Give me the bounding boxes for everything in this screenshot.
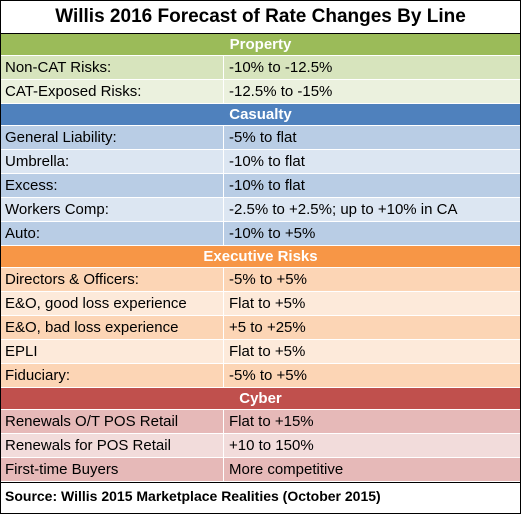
forecast-value: -12.5% to -15% bbox=[229, 83, 333, 100]
table-row: General Liability: -5% to flat bbox=[1, 126, 520, 150]
table-title: Willis 2016 Forecast of Rate Changes By … bbox=[1, 1, 520, 34]
line-label: CAT-Exposed Risks: bbox=[1, 80, 224, 103]
line-label: Excess: bbox=[1, 174, 224, 197]
forecast-value: More competitive bbox=[229, 461, 344, 478]
table-row: EPLI Flat to +5% bbox=[1, 340, 520, 364]
forecast-value: -5% to +5% bbox=[229, 367, 307, 384]
section-header-cyber: Cyber bbox=[1, 388, 520, 410]
line-label: E&O, bad loss experience bbox=[1, 316, 224, 339]
table-row: Umbrella: -10% to flat bbox=[1, 150, 520, 174]
forecast-value: -10% to -12.5% bbox=[229, 59, 333, 76]
line-label: Renewals O/T POS Retail bbox=[1, 410, 224, 433]
line-label: Auto: bbox=[1, 222, 224, 245]
line-label: Fiduciary: bbox=[1, 364, 224, 387]
section-header-executive-risks: Executive Risks bbox=[1, 246, 520, 268]
forecast-value: -5% to +5% bbox=[229, 271, 307, 288]
table-row: Renewals for POS Retail +10 to 150% bbox=[1, 434, 520, 458]
forecast-value: -2.5% to +2.5%; up to +10% in CA bbox=[229, 201, 458, 218]
table-row: Non-CAT Risks: -10% to -12.5% bbox=[1, 56, 520, 80]
line-label: E&O, good loss experience bbox=[1, 292, 224, 315]
table-row: Workers Comp: -2.5% to +2.5%; up to +10%… bbox=[1, 198, 520, 222]
table-row: Excess: -10% to flat bbox=[1, 174, 520, 198]
line-label: Directors & Officers: bbox=[1, 268, 224, 291]
forecast-value: Flat to +5% bbox=[229, 295, 306, 312]
table-row: Auto: -10% to +5% bbox=[1, 222, 520, 246]
table-row: First-time Buyers More competitive bbox=[1, 458, 520, 482]
forecast-value: Flat to +15% bbox=[229, 413, 314, 430]
table-row: Renewals O/T POS Retail Flat to +15% bbox=[1, 410, 520, 434]
line-label: Renewals for POS Retail bbox=[1, 434, 224, 457]
table-row: Fiduciary: -5% to +5% bbox=[1, 364, 520, 388]
section-header-property: Property bbox=[1, 34, 520, 56]
table-row: CAT-Exposed Risks: -12.5% to -15% bbox=[1, 80, 520, 104]
table-row: E&O, good loss experience Flat to +5% bbox=[1, 292, 520, 316]
line-label: First-time Buyers bbox=[1, 458, 224, 481]
forecast-value: +5 to +25% bbox=[229, 319, 306, 336]
line-label: Umbrella: bbox=[1, 150, 224, 173]
line-label: Non-CAT Risks: bbox=[1, 56, 224, 79]
forecast-value: +10 to 150% bbox=[229, 437, 314, 454]
forecast-value: -10% to flat bbox=[229, 177, 305, 194]
table-row: E&O, bad loss experience +5 to +25% bbox=[1, 316, 520, 340]
forecast-value: -10% to flat bbox=[229, 153, 305, 170]
forecast-value: -5% to flat bbox=[229, 129, 297, 146]
forecast-value: -10% to +5% bbox=[229, 225, 316, 242]
line-label: Workers Comp: bbox=[1, 198, 224, 221]
table-row: Directors & Officers: -5% to +5% bbox=[1, 268, 520, 292]
source-note: Source: Willis 2015 Marketplace Realitie… bbox=[1, 482, 520, 509]
line-label: General Liability: bbox=[1, 126, 224, 149]
forecast-value: Flat to +5% bbox=[229, 343, 306, 360]
section-header-casualty: Casualty bbox=[1, 104, 520, 126]
line-label: EPLI bbox=[1, 340, 224, 363]
